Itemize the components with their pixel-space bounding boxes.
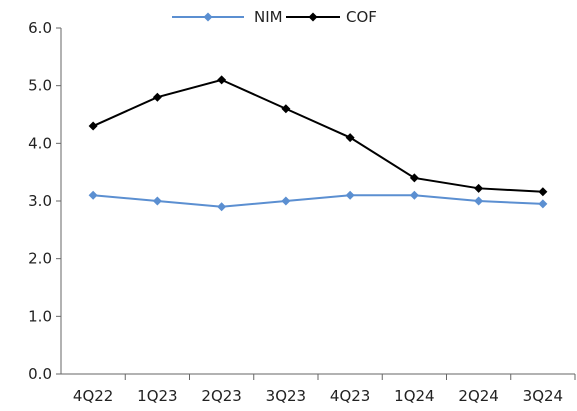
data-point-nim — [88, 190, 98, 200]
x-tick-label: 3Q24 — [523, 387, 563, 405]
y-tick-label: 2.0 — [28, 250, 52, 268]
data-point-cof — [152, 92, 162, 102]
x-tick-label: 3Q23 — [266, 387, 306, 405]
data-point-nim — [281, 196, 291, 206]
y-tick-1: 1.0 — [28, 307, 61, 325]
x-tick-label: 4Q23 — [330, 387, 370, 405]
x-tick-label: 4Q22 — [73, 387, 113, 405]
legend-label-cof: COF — [346, 8, 377, 26]
data-point-cof — [345, 133, 355, 143]
y-tick-label: 3.0 — [28, 192, 52, 210]
data-point-cof — [474, 183, 484, 193]
y-tick-2: 2.0 — [28, 250, 61, 268]
data-point-cof — [217, 75, 227, 85]
x-tick-4: 4Q23 — [330, 374, 383, 405]
x-axis: 4Q22 1Q23 2Q23 3Q23 4Q23 1Q24 — [61, 373, 576, 405]
data-point-nim — [409, 190, 419, 200]
data-point-nim — [474, 196, 484, 206]
data-point-cof — [538, 187, 548, 197]
x-tick-label: 2Q23 — [201, 387, 241, 405]
x-tick-1: 1Q23 — [137, 374, 190, 405]
x-tick-3: 3Q23 — [266, 374, 319, 405]
data-point-nim — [217, 202, 227, 212]
y-tick-label: 4.0 — [28, 134, 52, 152]
x-tick-label: 2Q24 — [458, 387, 498, 405]
data-point-nim — [152, 196, 162, 206]
x-tick-label: 1Q23 — [137, 387, 177, 405]
data-point-cof — [88, 121, 98, 131]
legend: NIM COF — [172, 8, 377, 26]
y-axis-ticks: 0.0 1.0 2.0 3.0 4.0 5.0 — [28, 19, 61, 383]
y-tick-label: 0.0 — [28, 365, 52, 383]
x-tick-5: 1Q24 — [394, 374, 447, 405]
legend-label-nim: NIM — [254, 8, 283, 26]
x-tick-2: 2Q23 — [201, 374, 255, 405]
x-axis-ticks: 4Q22 1Q23 2Q23 3Q23 4Q23 1Q24 — [73, 374, 576, 405]
legend-marker-nim — [203, 12, 213, 22]
y-tick-label: 6.0 — [28, 19, 52, 37]
y-tick-label: 1.0 — [28, 307, 52, 325]
data-point-nim — [345, 190, 355, 200]
y-tick-3: 3.0 — [28, 192, 61, 210]
data-point-cof — [281, 104, 291, 114]
y-tick-4: 4.0 — [28, 134, 61, 152]
x-tick-0: 4Q22 — [73, 374, 126, 405]
series-layer — [88, 75, 548, 212]
y-tick-6: 6.0 — [28, 19, 61, 37]
y-tick-0: 0.0 — [28, 365, 61, 383]
legend-marker-cof — [308, 12, 318, 22]
series-line-cof — [92, 78, 543, 193]
series-line-nim — [93, 194, 543, 208]
data-point-cof — [409, 173, 419, 183]
legend-entry-nim: NIM — [172, 8, 283, 26]
legend-entry-cof: COF — [286, 8, 377, 26]
x-tick-6: 2Q24 — [458, 374, 512, 405]
y-tick-5: 5.0 — [28, 77, 61, 95]
y-tick-label: 5.0 — [28, 77, 52, 95]
x-tick-7: 3Q24 — [523, 374, 576, 405]
x-tick-label: 1Q24 — [394, 387, 434, 405]
y-axis: 0.0 1.0 2.0 3.0 4.0 5.0 — [28, 19, 62, 383]
data-point-nim — [538, 199, 548, 209]
